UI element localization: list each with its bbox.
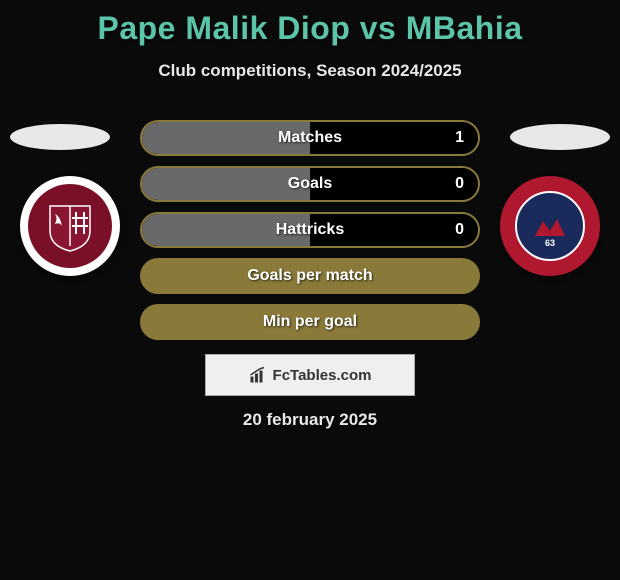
metz-badge-inner (28, 184, 112, 268)
team-badge-right: 63 (500, 176, 600, 276)
fctables-watermark: FcTables.com (205, 354, 415, 396)
chart-icon (249, 366, 267, 384)
metric-row: Min per goal (140, 304, 480, 340)
metric-row: Goals per match (140, 258, 480, 294)
metric-label: Min per goal (263, 313, 357, 331)
snapshot-date: 20 february 2025 (0, 410, 620, 430)
metric-value-right: 1 (455, 129, 464, 147)
clermont-badge: 63 (500, 176, 600, 276)
clermont-badge-inner: 63 (515, 191, 585, 261)
svg-text:63: 63 (545, 238, 555, 248)
bar-fill-left (142, 168, 310, 200)
metric-label: Goals per match (247, 267, 372, 285)
metric-value-right: 0 (455, 221, 464, 239)
comparison-bars: Matches 1 Goals 0 Hattricks 0 Goals per match M… (140, 120, 480, 350)
team-badge-left (20, 176, 120, 276)
metric-row: Matches 1 (140, 120, 480, 156)
metric-label: Hattricks (276, 221, 344, 239)
metric-row: Goals 0 (140, 166, 480, 202)
metric-label: Matches (278, 129, 342, 147)
comparison-subtitle: Club competitions, Season 2024/2025 (0, 61, 620, 81)
player-oval-right (510, 124, 610, 150)
metz-badge (20, 176, 120, 276)
metz-shield-icon (40, 196, 100, 256)
player-oval-left (10, 124, 110, 150)
clermont-volcano-icon: 63 (525, 201, 575, 251)
watermark-text: FcTables.com (273, 367, 372, 384)
metric-label: Goals (288, 175, 332, 193)
comparison-title: Pape Malik Diop vs MBahia (0, 0, 620, 47)
metric-value-right: 0 (455, 175, 464, 193)
bar-fill-right (310, 168, 478, 200)
metric-row: Hattricks 0 (140, 212, 480, 248)
